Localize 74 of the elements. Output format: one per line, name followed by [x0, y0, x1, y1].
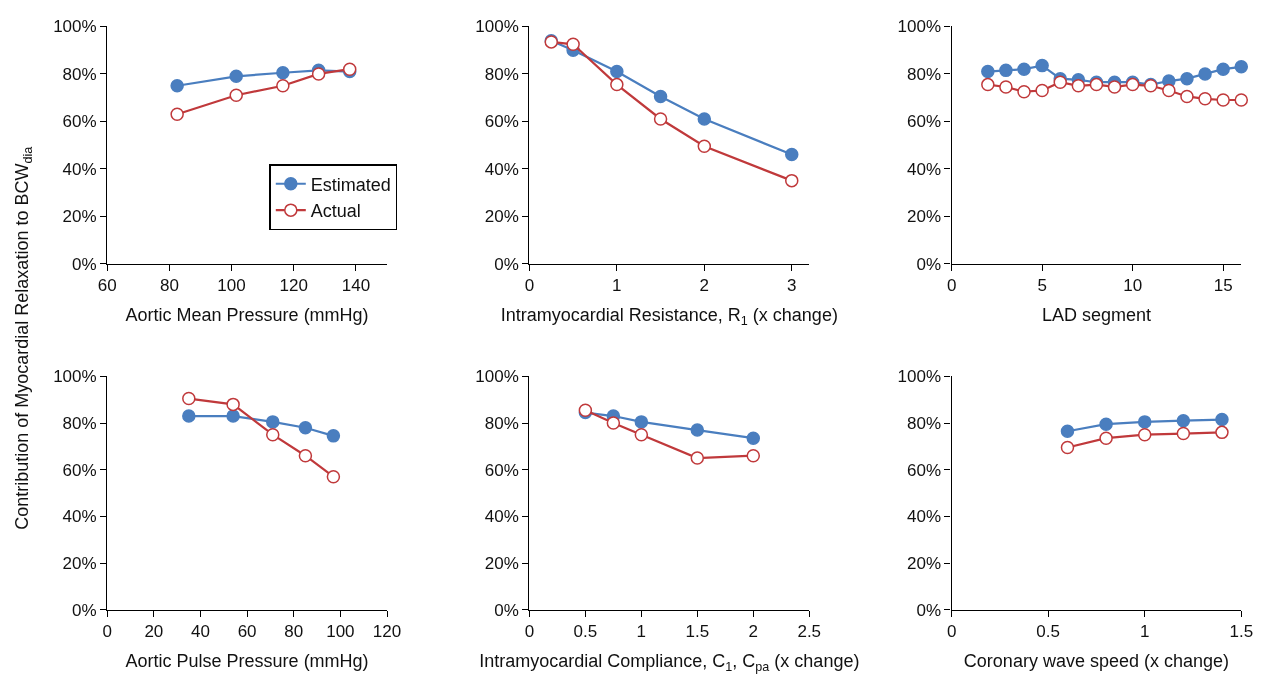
y-tick-label: 60%: [62, 112, 97, 132]
y-tick-label: 60%: [484, 460, 519, 480]
x-tick-label: 1: [636, 622, 647, 642]
y-tick-label: 60%: [907, 112, 942, 132]
x-tick-label: 80: [159, 276, 179, 296]
x-axis-title: LAD segment: [1041, 305, 1151, 326]
y-tick-label: 20%: [62, 207, 97, 227]
x-tick-label: 1: [1139, 622, 1150, 642]
y-tick-label: 20%: [907, 553, 942, 573]
x-tick-label: 1: [612, 276, 622, 296]
x-axis-title: Intramyocardial Compliance, C$_{1}$, C$_{pa}$ (x change): [479, 651, 860, 675]
x-tick-label: 0.5: [573, 622, 598, 642]
y-tick-label: 40%: [62, 507, 97, 527]
x-tick-label: 1.5: [685, 622, 710, 642]
y-tick-label: 80%: [484, 413, 519, 433]
y-tick-label: 100%: [475, 17, 519, 37]
y-tick-label: 80%: [907, 413, 942, 433]
y-tick-label: 100%: [475, 367, 519, 387]
y-tick-label: 0%: [72, 600, 97, 620]
y-tick-label: 40%: [62, 159, 97, 179]
x-tick-label: 120: [279, 276, 308, 296]
y-tick-label: 100%: [897, 17, 942, 37]
x-axis-title: Aortic Pulse Pressure (mmHg): [125, 651, 369, 672]
y-tick-label: 40%: [907, 159, 942, 179]
y-tick-label: 60%: [907, 460, 942, 480]
x-tick-label: 3: [787, 276, 797, 296]
x-tick-label: 40: [191, 622, 210, 642]
x-tick-label: 100: [326, 622, 355, 642]
y-tick-label: 0%: [494, 254, 519, 274]
legend-label: Actual: [310, 201, 361, 222]
y-tick-label: 0%: [916, 600, 942, 620]
x-axis-title: Coronary wave speed (x change): [963, 651, 1230, 672]
x-tick-label: 20: [144, 622, 164, 642]
x-tick-label: 5: [1037, 276, 1047, 296]
x-tick-label: 100: [217, 276, 246, 296]
x-tick-label: 0: [524, 622, 535, 642]
x-tick-label: 60: [237, 622, 257, 642]
x-tick-label: 0: [946, 622, 957, 642]
y-tick-label: 80%: [62, 413, 97, 433]
x-tick-label: 1.5: [1229, 622, 1254, 642]
y-tick-label: 20%: [907, 207, 942, 227]
y-tick-label: 40%: [484, 507, 519, 527]
y-tick-label: 80%: [62, 64, 97, 84]
x-tick-label: 140: [341, 276, 371, 296]
x-tick-label: 0: [946, 276, 957, 296]
x-tick-label: 0.5: [1036, 622, 1060, 642]
x-tick-label: 0: [102, 622, 112, 642]
x-tick-label: 60: [97, 276, 117, 296]
y-tick-label: 60%: [484, 112, 519, 132]
x-tick-label: 0: [524, 276, 535, 296]
y-tick-label: 0%: [72, 254, 97, 274]
y-tick-label: 0%: [494, 600, 519, 620]
x-tick-label: 80: [284, 622, 304, 642]
y-tick-label: 100%: [53, 367, 97, 387]
y-tick-label: 0%: [916, 254, 942, 274]
x-tick-label: 15: [1213, 276, 1233, 296]
y-tick-label: 60%: [62, 460, 97, 480]
x-tick-label: 2.5: [797, 622, 822, 642]
x-tick-label: 2: [748, 622, 759, 642]
x-tick-label: 2: [699, 276, 710, 296]
y-tick-label: 80%: [484, 64, 519, 84]
y-tick-label: 80%: [907, 64, 942, 84]
y-tick-label: 100%: [897, 367, 942, 387]
x-axis-title: Intramyocardial Resistance, R$_{1}$ (x change): [500, 305, 838, 329]
y-tick-label: 20%: [484, 207, 519, 227]
legend-label: Estimated: [310, 174, 391, 195]
x-axis-title: Aortic Mean Pressure (mmHg): [125, 305, 369, 326]
y-tick-label: 40%: [484, 159, 519, 179]
y-tick-label: 20%: [484, 553, 519, 573]
x-tick-label: 120: [372, 622, 402, 642]
x-tick-label: 10: [1123, 276, 1143, 296]
y-tick-label: 40%: [907, 507, 942, 527]
y-tick-label: 100%: [53, 17, 97, 37]
y-tick-label: 20%: [62, 553, 97, 573]
